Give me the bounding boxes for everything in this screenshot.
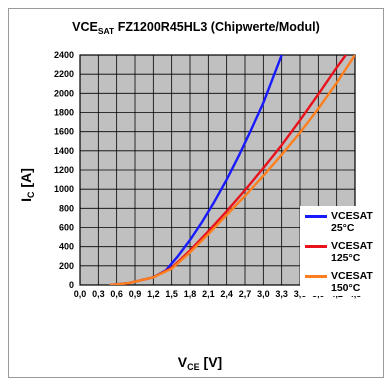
x-tick-label: 2,4 [220, 289, 233, 299]
x-axis-label-unit: [V] [199, 354, 223, 370]
y-axis-label-subscript: C [25, 191, 36, 198]
y-axis-label-main: I [17, 197, 34, 202]
legend-label-25c: VCESAT 25°C [331, 210, 373, 234]
series-line-150c [109, 55, 355, 285]
y-tick-label: 1800 [54, 108, 74, 118]
y-axis-label: IC [A] [18, 168, 36, 202]
legend-swatch-125c [305, 245, 327, 248]
x-axis-label-subscript: CE [187, 362, 200, 372]
y-tick-label: 600 [59, 223, 74, 233]
y-tick-label: 0 [69, 280, 74, 290]
y-tick-label: 2200 [54, 69, 74, 79]
x-tick-label: 2,7 [239, 289, 252, 299]
y-tick-label: 1600 [54, 127, 74, 137]
legend-swatch-25c [305, 215, 327, 218]
plot-border [79, 54, 356, 286]
legend-swatch-150c [305, 275, 327, 278]
y-axis-label-unit: [A] [17, 168, 34, 192]
x-axis-label: VCE [V] [178, 354, 222, 372]
legend-item-150c: VCESAT 150°C [301, 269, 373, 299]
y-tick-label: 2000 [54, 88, 74, 98]
x-tick-label: 0,9 [129, 289, 142, 299]
legend: VCESAT 25°C VCESAT 125°C VCESAT 150°C [300, 206, 373, 299]
x-tick-label: 0,0 [74, 289, 87, 299]
chart-title-rest: FZ1200R45HL3 (Chipwerte/Modul) [114, 20, 320, 34]
x-tick-label: 3,0 [257, 289, 270, 299]
x-tick-label: 3,3 [275, 289, 288, 299]
x-tick-label: 2,1 [202, 289, 215, 299]
x-tick-label: 1,5 [165, 289, 178, 299]
legend-label-125c: VCESAT 125°C [331, 240, 373, 264]
x-axis-label-main: V [177, 354, 188, 370]
x-tick-label: 0,6 [110, 289, 123, 299]
y-tick-label: 1400 [54, 146, 74, 156]
chart-title: VCESAT FZ1200R45HL3 (Chipwerte/Modul) [8, 20, 384, 36]
y-tick-label: 2400 [54, 50, 74, 60]
x-tick-label: 0,3 [92, 289, 105, 299]
legend-item-25c: VCESAT 25°C [301, 209, 373, 239]
legend-label-150c: VCESAT 150°C [331, 270, 373, 294]
legend-item-125c: VCESAT 125°C [301, 239, 373, 269]
y-tick-label: 400 [59, 242, 74, 252]
x-tick-label: 1,8 [184, 289, 197, 299]
y-tick-label: 200 [59, 261, 74, 271]
y-tick-label: 1200 [54, 165, 74, 175]
y-tick-label: 1000 [54, 184, 74, 194]
x-tick-label: 1,2 [147, 289, 160, 299]
y-tick-label: 800 [59, 203, 74, 213]
chart-title-subscript: SAT [97, 26, 115, 36]
chart-title-main: VCE [72, 20, 98, 34]
